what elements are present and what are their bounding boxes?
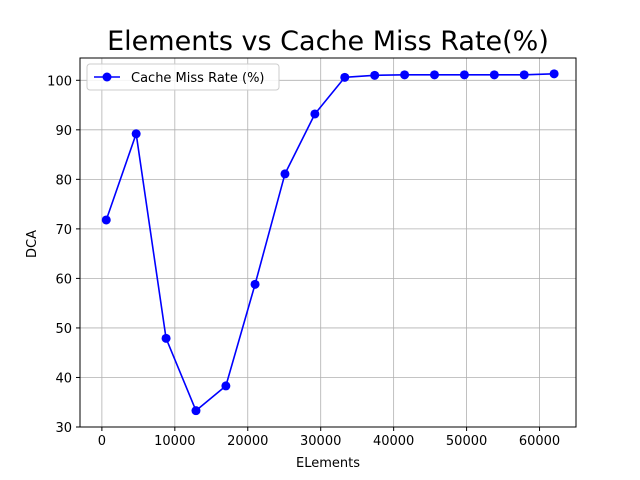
legend: Cache Miss Rate (%) (86, 63, 280, 91)
x-tick-label: 60000 (519, 434, 560, 449)
x-axis-label: ELements (296, 456, 360, 471)
data-point (280, 169, 290, 179)
data-point (519, 70, 529, 80)
data-point (101, 215, 111, 225)
data-point (310, 109, 320, 119)
data-point (221, 381, 231, 391)
y-tick-label: 100 (47, 74, 72, 89)
y-tick-label: 40 (55, 371, 72, 386)
ticks: 0 10000 20000 30000 40000 50000 60000 30 40 50 60 7… (47, 74, 560, 449)
data-point (370, 70, 380, 80)
chart-title: Elements vs Cache Miss Rate(%) (107, 26, 549, 57)
y-tick-label: 60 (55, 272, 72, 287)
data-point (131, 129, 141, 139)
x-tick-label: 10000 (154, 434, 195, 449)
y-tick-label: 90 (55, 124, 72, 139)
x-tick-label: 30000 (300, 434, 341, 449)
legend-marker-icon (102, 72, 112, 82)
y-tick-label: 80 (55, 173, 72, 188)
data-point (489, 70, 499, 80)
plot-frame (79, 57, 577, 428)
y-tick-label: 50 (55, 322, 72, 337)
y-axis-label: DCA (25, 230, 40, 258)
data-point (459, 70, 469, 80)
y-tick-label: 70 (55, 223, 72, 238)
x-tick-label: 20000 (227, 434, 268, 449)
legend-box (86, 63, 280, 91)
series-line (105, 73, 555, 412)
axes (79, 57, 577, 428)
x-tick-label: 40000 (373, 434, 414, 449)
legend-label: Cache Miss Rate (%) (131, 71, 265, 86)
data-point (340, 72, 350, 82)
series-layer (101, 69, 559, 416)
x-tick-label: 50000 (446, 434, 487, 449)
data-point (191, 406, 201, 416)
data-point (250, 279, 260, 289)
data-point (400, 70, 410, 80)
data-point (549, 69, 559, 79)
y-tick-label: 30 (55, 421, 72, 436)
data-point (161, 333, 171, 343)
data-point (429, 70, 439, 80)
x-tick-label: 0 (98, 434, 106, 449)
